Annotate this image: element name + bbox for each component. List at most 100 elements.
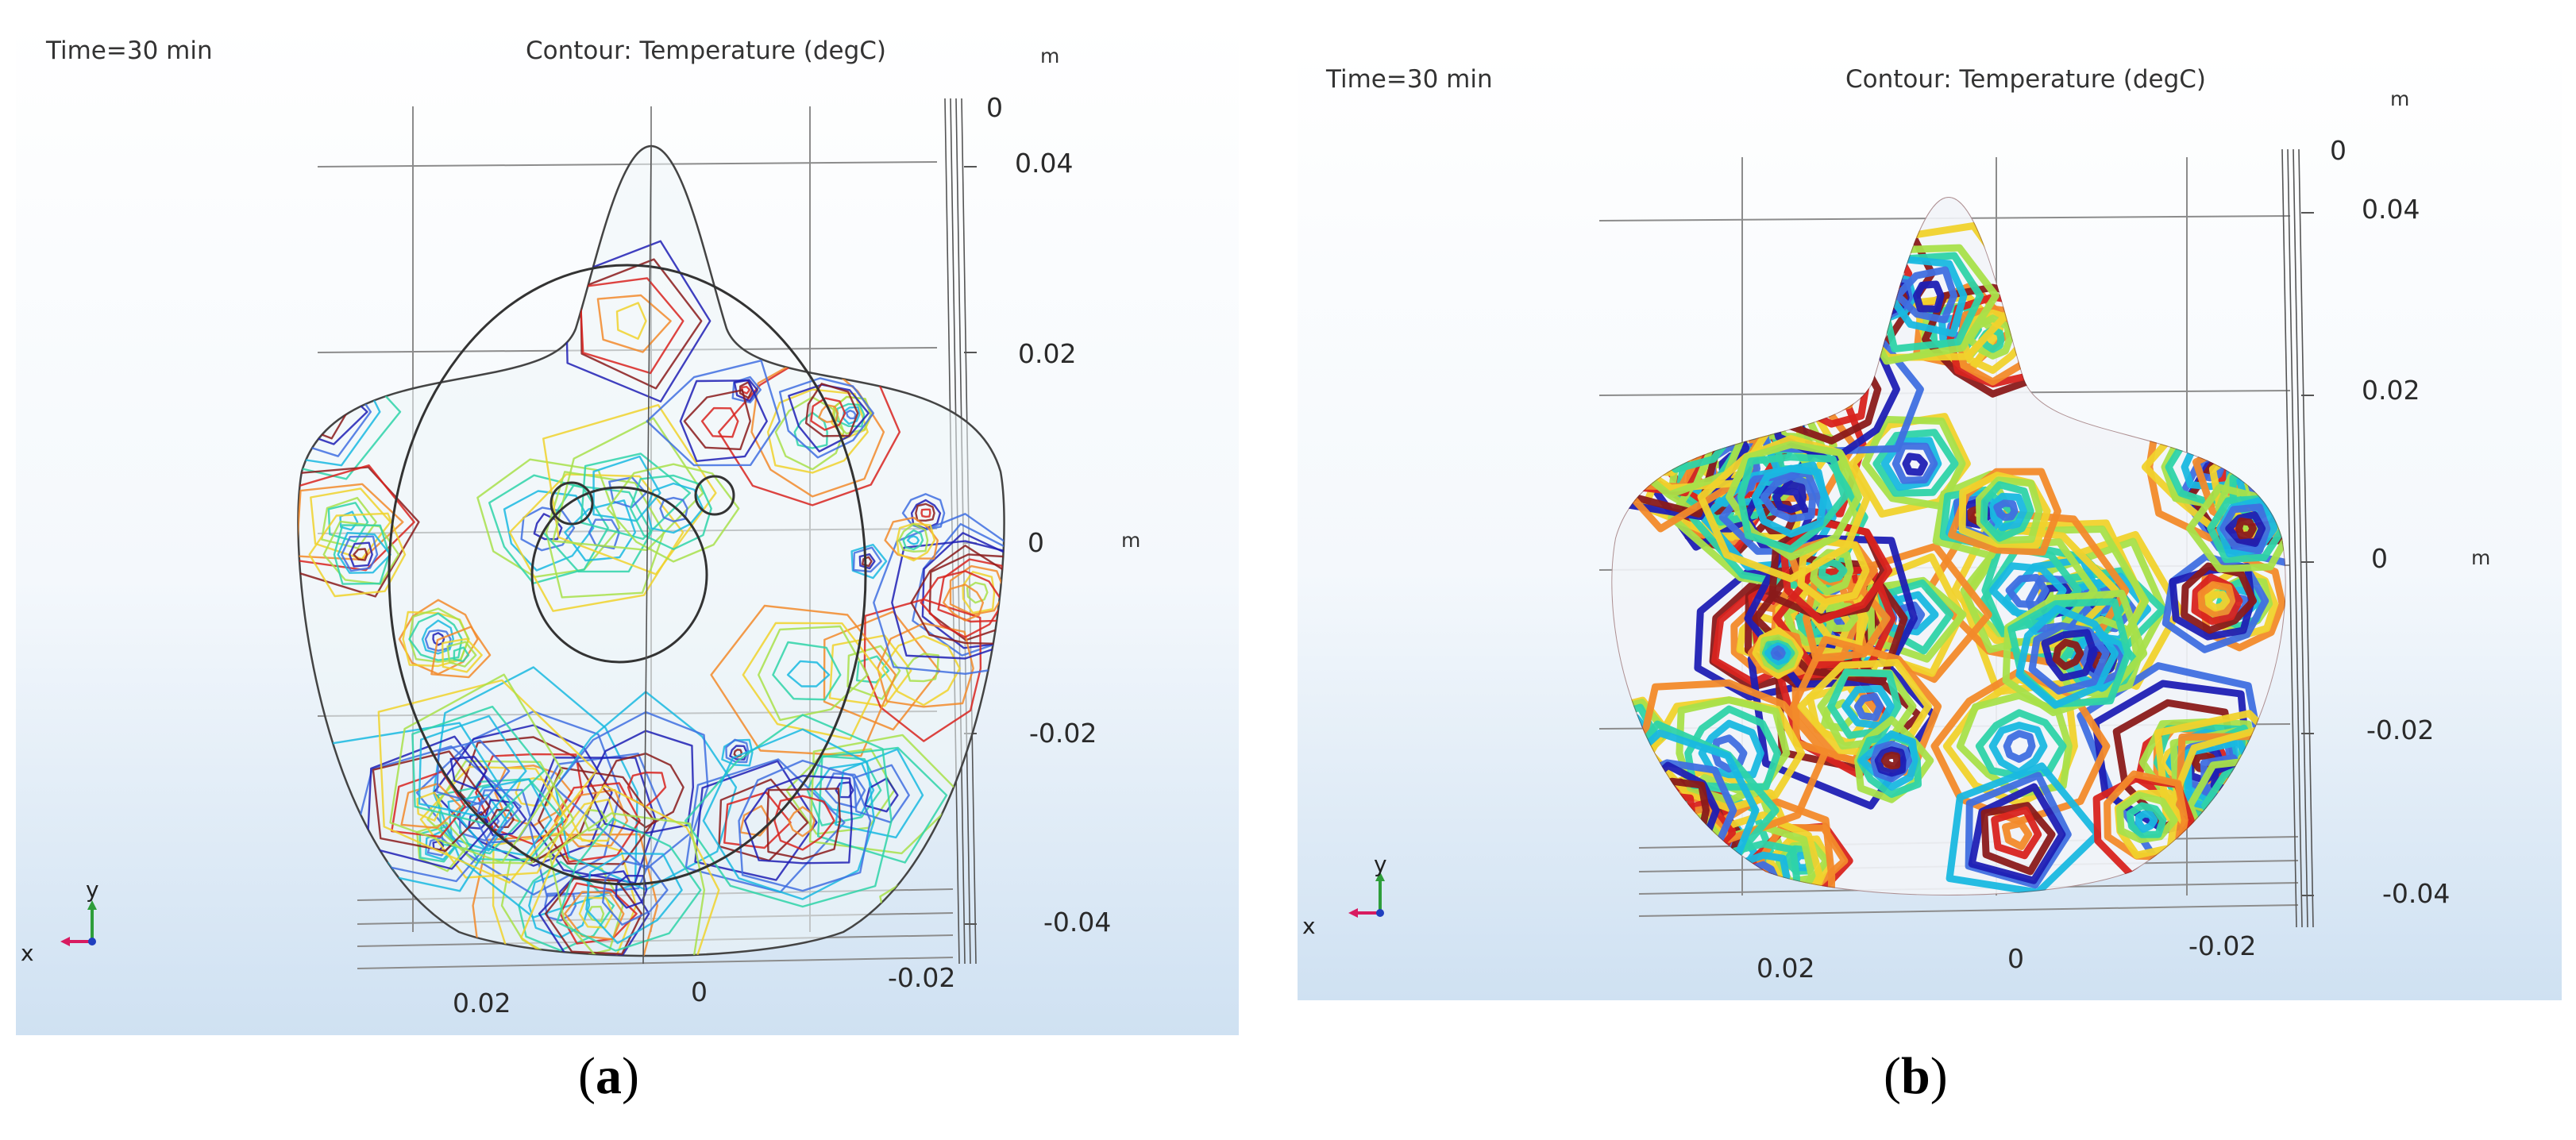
contour-line [1965, 772, 2072, 889]
grid-line [1638, 904, 2299, 917]
contour-line [2165, 357, 2204, 392]
contour-line [1968, 783, 2066, 884]
contour-line [1757, 216, 1886, 337]
contour-line [2242, 764, 2286, 814]
contour-line [627, 771, 667, 808]
panel-b-y-tick: -0.04 [2382, 878, 2451, 909]
contour-line [853, 764, 910, 823]
panel-a-y-unit: m [1121, 529, 1141, 552]
grid-line [357, 957, 954, 969]
contour-line [2120, 236, 2211, 303]
axis-x-arrowhead [60, 937, 70, 946]
contour-line [544, 877, 643, 955]
panel-a-x-tick: 0.02 [453, 988, 511, 1019]
contour-line [1988, 722, 2048, 776]
contour-line [1611, 820, 1730, 895]
contour-line [646, 360, 781, 467]
contour-line [348, 541, 373, 568]
panel-a-viewport[interactable]: Time=30 min Contour: Temperature (degC) … [16, 19, 1239, 1035]
contour-line [915, 503, 935, 522]
contour-line [298, 888, 395, 956]
contour-line [538, 158, 580, 203]
contour-line [1772, 337, 1795, 358]
contour-line [2041, 629, 2098, 682]
contour-line [1744, 314, 1816, 382]
contour-line [1634, 221, 1733, 296]
contour-line [920, 570, 1005, 638]
contour-line [1620, 838, 1705, 895]
contour-line [1667, 837, 1711, 875]
contour-line [1753, 323, 1814, 373]
contour-line [842, 163, 873, 192]
contour-line [1880, 751, 1901, 770]
contour-line [2052, 638, 2084, 671]
small-hole-edge [694, 475, 735, 516]
panel-a-y-tick: 0.02 [1018, 338, 1077, 369]
contour-line [1664, 839, 1682, 858]
contour-line [2007, 598, 2132, 708]
contour-line [788, 806, 816, 838]
contour-line [956, 251, 979, 269]
contour-line [1622, 418, 1692, 476]
panel-b-y-tick: -0.02 [2366, 714, 2435, 745]
contour-line [1641, 432, 1673, 464]
contour-line [545, 471, 665, 599]
contour-line [897, 523, 929, 553]
contour-line [2077, 372, 2130, 417]
panel-b-axis-y-letter: y [1374, 851, 1387, 877]
contour-line [426, 760, 575, 865]
panel-b-contour-label: Contour: Temperature (degC) [1845, 65, 2207, 94]
contour-line [758, 210, 811, 264]
panel-b-x-tick: 0 [2007, 943, 2024, 974]
contour-line [684, 714, 893, 908]
contour-line [2087, 377, 2120, 411]
panel-b-viewport[interactable]: Time=30 min Contour: Temperature (degC) … [1298, 46, 2562, 1000]
panel-b-z-tick-0: 0 [2330, 135, 2347, 166]
panel-a-axis-x-letter: x [21, 940, 34, 966]
contour-line [1686, 818, 1713, 845]
contour-line [546, 168, 571, 190]
contour-line [2217, 772, 2286, 837]
contour-line [786, 660, 831, 687]
panel-b-x-tick: 0.02 [1757, 953, 1815, 984]
contour-line [2077, 260, 2117, 300]
contour-line [587, 730, 694, 834]
contour-line [338, 880, 404, 939]
contour-line [2135, 237, 2195, 299]
contour-line [2186, 756, 2286, 872]
axis-y-arrowhead [87, 900, 97, 910]
contour-line [1676, 696, 1791, 804]
contour-line [836, 160, 881, 194]
contour-line [334, 878, 407, 950]
contour-line [1772, 322, 1845, 380]
contour-line [564, 499, 637, 562]
contour-line [1989, 492, 2027, 532]
contour-line [341, 535, 379, 572]
contour-line [721, 738, 754, 767]
contour-line [931, 912, 973, 946]
contour-line [1660, 793, 1695, 828]
contour-line [1874, 746, 1907, 777]
contour-line [553, 175, 563, 184]
contour-line [824, 146, 894, 217]
contour-line [300, 897, 379, 956]
contour-line [773, 795, 835, 851]
panel-a-y-tick: 0 [1028, 527, 1044, 558]
panel-a-x-tick: 0 [691, 976, 708, 1007]
contour-line [1780, 518, 1893, 624]
contour-line [2239, 785, 2276, 825]
contour-line [366, 735, 509, 870]
contour-line [683, 389, 751, 451]
contour-line [2046, 234, 2152, 331]
contour-line [1641, 807, 1711, 860]
contour-line [1728, 296, 1831, 397]
contour-line [432, 632, 445, 646]
contour-line [1980, 481, 2034, 542]
contour-line [1613, 831, 1718, 895]
contour-line [881, 634, 961, 707]
contour-line [2084, 265, 2110, 292]
contour-line [725, 738, 750, 764]
contour-line [935, 236, 996, 294]
contour-line [1664, 241, 1707, 276]
panel-b-z-unit: m [2390, 87, 2410, 110]
